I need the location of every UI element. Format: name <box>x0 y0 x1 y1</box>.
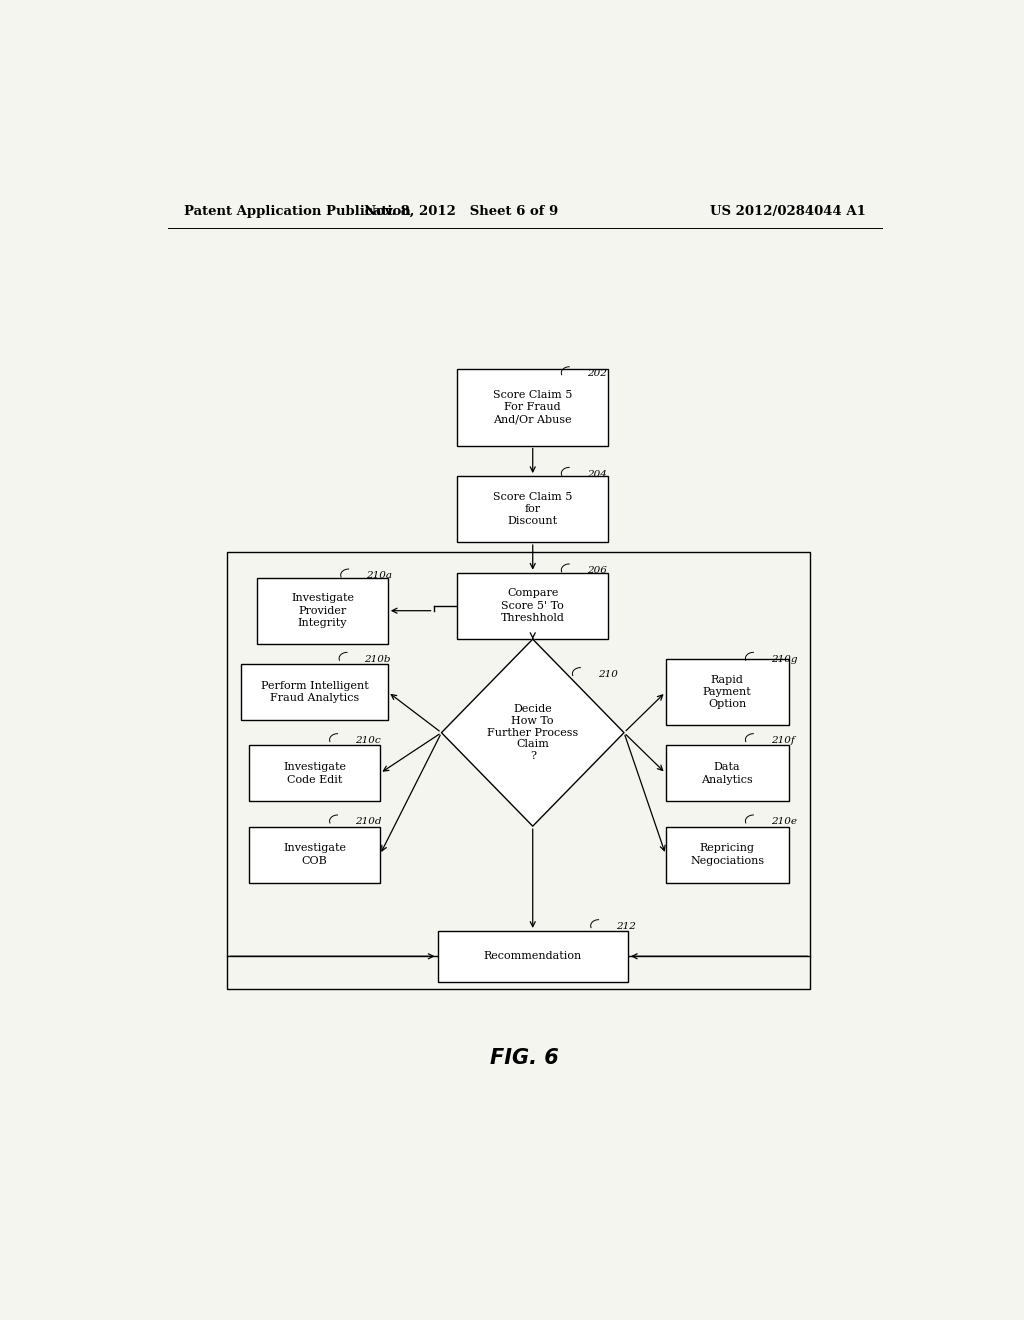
Bar <box>257 578 388 644</box>
Bar <box>249 826 380 883</box>
Text: Score Claim 5
for
Discount: Score Claim 5 for Discount <box>493 491 572 527</box>
Bar <box>241 664 388 719</box>
Text: 210g: 210g <box>771 655 798 664</box>
Text: Score Claim 5
For Fraud
And/Or Abuse: Score Claim 5 For Fraud And/Or Abuse <box>493 389 572 425</box>
Text: Nov. 8, 2012   Sheet 6 of 9: Nov. 8, 2012 Sheet 6 of 9 <box>365 205 558 218</box>
Text: Investigate
COB: Investigate COB <box>283 843 346 866</box>
Text: 210e: 210e <box>771 817 797 826</box>
Bar <box>437 931 628 982</box>
Text: Perform Intelligent
Fraud Analytics: Perform Intelligent Fraud Analytics <box>261 681 369 704</box>
Text: 206: 206 <box>587 566 606 576</box>
Text: 212: 212 <box>616 921 636 931</box>
Text: 210c: 210c <box>355 735 381 744</box>
Text: 210: 210 <box>598 669 617 678</box>
Bar <box>227 552 811 989</box>
Text: Decide
How To
Further Process
Claim
?: Decide How To Further Process Claim ? <box>487 705 579 760</box>
Text: US 2012/0284044 A1: US 2012/0284044 A1 <box>711 205 866 218</box>
Bar <box>458 477 608 543</box>
Text: 210b: 210b <box>365 655 391 664</box>
Bar <box>458 370 608 446</box>
Bar <box>666 826 788 883</box>
Text: 210d: 210d <box>355 817 382 826</box>
Bar <box>458 573 608 639</box>
Text: Compare
Score 5' To
Threshhold: Compare Score 5' To Threshhold <box>501 589 564 623</box>
Text: Rapid
Payment
Option: Rapid Payment Option <box>702 675 752 709</box>
Bar <box>666 659 788 725</box>
Text: Recommendation: Recommendation <box>483 952 582 961</box>
Text: 210a: 210a <box>367 572 392 581</box>
Text: FIG. 6: FIG. 6 <box>490 1048 559 1068</box>
Text: 210f: 210f <box>771 735 795 744</box>
Text: 202: 202 <box>587 370 606 378</box>
Text: Investigate
Code Edit: Investigate Code Edit <box>283 762 346 784</box>
Polygon shape <box>441 639 624 826</box>
Bar <box>249 746 380 801</box>
Bar <box>666 746 788 801</box>
Text: Patent Application Publication: Patent Application Publication <box>183 205 411 218</box>
Text: Investigate
Provider
Integrity: Investigate Provider Integrity <box>291 593 354 628</box>
Text: Repricing
Negociations: Repricing Negociations <box>690 843 764 866</box>
Text: Data
Analytics: Data Analytics <box>701 762 753 784</box>
Text: 204: 204 <box>587 470 606 479</box>
